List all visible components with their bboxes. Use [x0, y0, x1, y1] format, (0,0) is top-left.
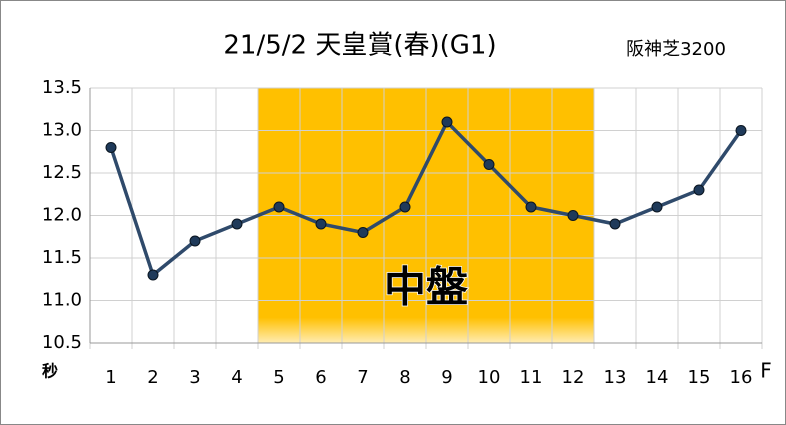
x-tick-label: 14: [646, 367, 669, 388]
y-tick-label: 11.5: [42, 247, 82, 268]
data-point: [105, 142, 117, 153]
data-point: [231, 218, 243, 230]
y-tick-label: 12.5: [42, 162, 82, 183]
x-tick-label: 13: [604, 367, 627, 388]
x-tick-label: 9: [441, 367, 452, 388]
data-point: [525, 201, 537, 213]
x-tick-label: 11: [520, 367, 543, 388]
data-point: [315, 218, 327, 230]
x-tick-label: 2: [147, 367, 158, 388]
x-tick-label: 7: [357, 367, 368, 388]
x-tick-label: 6: [315, 367, 326, 388]
y-tick-label: 11.0: [42, 290, 82, 311]
data-point: [147, 269, 159, 281]
x-tick-label: 8: [399, 367, 410, 388]
chart-title: 21/5/2 天皇賞(春)(G1): [223, 31, 496, 61]
data-point: [609, 218, 621, 230]
x-tick-label: 5: [273, 367, 284, 388]
data-point: [693, 184, 705, 196]
x-tick-label: 15: [688, 367, 711, 388]
x-tick-label: 4: [231, 367, 242, 388]
x-tick-label: 3: [189, 367, 200, 388]
y-tick-label: 13.5: [42, 77, 82, 98]
chart-subtitle: 阪神芝3200: [626, 39, 726, 60]
x-tick-label: 12: [562, 367, 585, 388]
y-tick-label: 13.0: [42, 120, 82, 141]
x-tick-label: 1: [105, 367, 116, 388]
x-axis-label: F: [760, 359, 772, 383]
data-point: [441, 116, 453, 128]
x-tick-label: 16: [730, 367, 753, 388]
series-line: [109, 119, 743, 278]
data-point: [483, 159, 495, 170]
data-point: [651, 201, 663, 213]
data-point: [189, 235, 201, 247]
data-point: [735, 125, 747, 136]
y-axis-label: 秒: [42, 362, 58, 381]
x-tick-label: 10: [478, 367, 501, 388]
data-point: [357, 227, 369, 238]
highlight-label: 中盤: [384, 263, 468, 312]
data-point: [567, 210, 579, 221]
y-tick-label: 12.0: [42, 205, 82, 226]
data-point: [399, 201, 411, 213]
y-tick-label: 10.5: [42, 332, 82, 353]
data-point: [273, 201, 285, 213]
